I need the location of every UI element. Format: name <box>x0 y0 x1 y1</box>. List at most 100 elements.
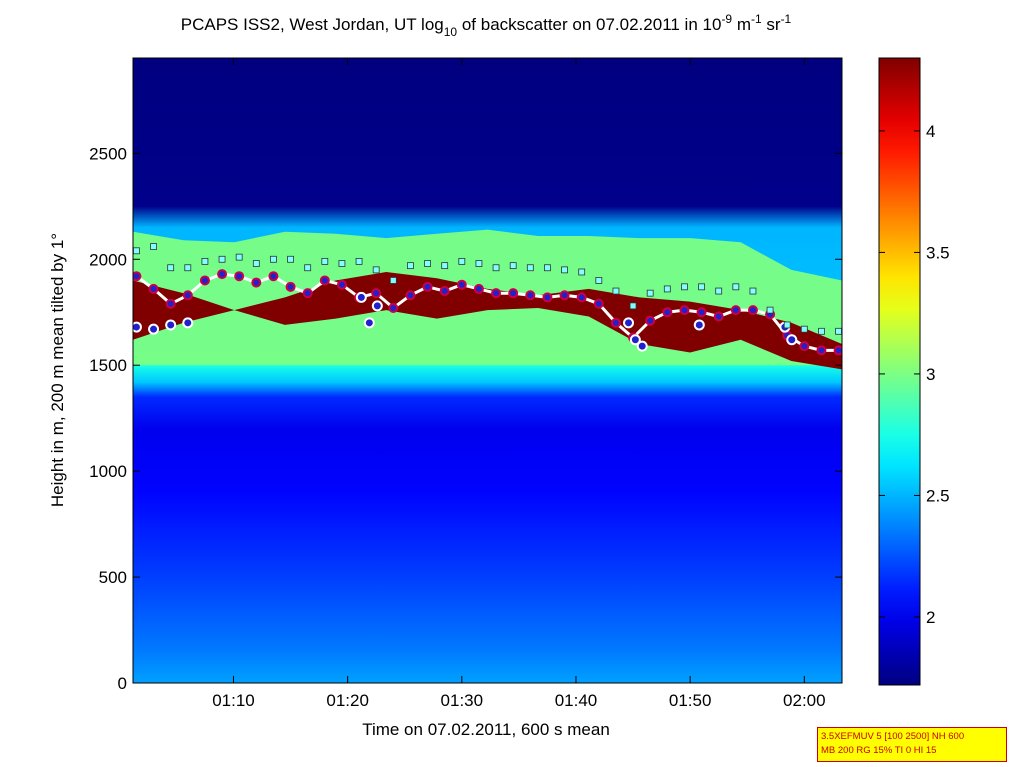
layer-height-point <box>576 292 587 303</box>
layer-height-point <box>319 275 330 286</box>
layer-height-point <box>251 277 262 288</box>
plot-area <box>133 58 842 683</box>
colorbar-axis: 2 2.5 3 3.5 4 <box>879 122 950 627</box>
colorbar-tick-label: 2.5 <box>926 486 950 505</box>
layer-top-marker <box>201 257 209 265</box>
layer-top-marker <box>749 287 757 295</box>
field-background <box>133 58 842 683</box>
lower-layer-point <box>693 319 705 331</box>
layer-top-marker <box>509 262 517 270</box>
layer-height-point <box>816 345 827 356</box>
series-layer <box>133 243 842 356</box>
x-tick-label: 01:10 <box>212 691 255 710</box>
lower-layer-point <box>165 319 177 331</box>
y-axis: 0 500 1000 1500 2000 2500 <box>89 144 842 693</box>
layer-height-point <box>217 269 228 280</box>
x-tick-label: 01:30 <box>441 691 484 710</box>
layer-top-marker <box>595 277 603 284</box>
layer-top-marker <box>252 260 260 267</box>
lower-layer-point <box>623 317 635 329</box>
layer-top-marker <box>526 264 534 272</box>
lower-layer-point <box>182 317 194 329</box>
layer-height-point <box>713 311 724 322</box>
plot-frame <box>132 57 843 684</box>
layer-height-point <box>371 288 382 299</box>
info-line-1: 3.5XEFMUV 5 [100 2500] NH 600 <box>821 731 965 742</box>
layer-height-point <box>165 298 176 309</box>
x-tick-label: 02:00 <box>783 691 826 710</box>
layer-height-point <box>133 271 142 282</box>
layer-height-point <box>199 275 210 286</box>
layer-height-point <box>473 283 484 294</box>
layer-height-point <box>148 283 159 294</box>
layer-height-point <box>525 290 536 301</box>
colorbar-tick-label: 3.5 <box>926 243 950 262</box>
layer-height-point <box>833 345 842 356</box>
layer-top-marker <box>338 260 346 267</box>
layer-height-point <box>456 279 467 290</box>
layer-top-marker <box>663 285 671 293</box>
layer-height-point <box>302 288 313 299</box>
layer-height-point <box>662 307 673 318</box>
layer-top-marker <box>698 283 705 291</box>
layer-top-marker <box>629 302 637 310</box>
layer-height-point <box>679 305 690 316</box>
layer-top-marker <box>355 257 363 265</box>
layer-top-marker <box>818 327 825 335</box>
layer-top-marker <box>646 289 654 297</box>
layer-top-marker <box>304 264 312 272</box>
layer-top-marker <box>270 255 277 263</box>
layer-top-marker <box>133 247 140 255</box>
y-tick-label: 0 <box>118 674 127 693</box>
layer-height-point <box>182 290 193 301</box>
y-tick-label: 2500 <box>89 144 127 163</box>
layer-height-point <box>610 317 621 328</box>
y-axis-label: Height in m, 200 m mean tilted by 1° <box>48 233 67 507</box>
lower-layer-point <box>629 334 641 346</box>
layer-top-marker <box>766 306 774 314</box>
layer-top-marker <box>458 257 466 265</box>
layer-top-marker <box>167 264 175 272</box>
layer-height-point <box>388 303 399 313</box>
layer-top-marker <box>321 257 329 265</box>
layer-top-marker <box>424 260 431 267</box>
backscatter-field <box>133 58 842 683</box>
x-axis: 01:10 01:20 01:30 01:40 01:50 02:00 <box>212 58 826 710</box>
layer-height-point <box>542 292 553 303</box>
layer-top-marker <box>715 287 723 295</box>
lower-layer-point <box>363 317 375 329</box>
layer-top-marker <box>407 262 414 270</box>
layer-top-marker <box>287 255 294 263</box>
lower-layer-point <box>148 323 160 335</box>
colorbar-tick-label: 2 <box>926 608 935 627</box>
x-axis-label: Time on 07.02.2011, 600 s mean <box>362 720 610 739</box>
info-line-2: MB 200 RG 15% TI 0 HI 15 <box>821 745 937 756</box>
layer-height-point <box>285 281 296 292</box>
layer-top-marker <box>235 253 243 261</box>
colorbar-tick-label: 3 <box>926 365 935 384</box>
layer-height-point <box>747 305 758 316</box>
lower-layer-point <box>371 300 383 312</box>
colorbar <box>878 57 921 686</box>
y-tick-label: 1500 <box>89 356 127 375</box>
layer-height-point <box>508 288 519 299</box>
layer-height-point <box>593 298 604 309</box>
layer-top-marker <box>681 283 688 291</box>
layer-height-point <box>730 305 741 316</box>
layer-top-marker <box>218 255 226 263</box>
x-tick-label: 01:20 <box>326 691 369 710</box>
layer-top-marker <box>492 264 500 272</box>
colorbar-tick-label: 4 <box>926 122 935 141</box>
layer-top-marker <box>783 321 791 329</box>
layer-top-marker <box>578 268 586 276</box>
settings-info-box: 3.5XEFMUV 5 [100 2500] NH 600 MB 200 RG … <box>817 727 1007 762</box>
layer-height-point <box>268 271 279 282</box>
y-tick-label: 1000 <box>89 462 127 481</box>
layer-top-marker <box>441 262 449 270</box>
layer-height-point <box>234 271 245 282</box>
layer-height-point <box>336 279 347 290</box>
layer-top-marker <box>389 277 397 284</box>
layer-height-point <box>439 286 450 297</box>
layer-top-marker <box>732 283 740 291</box>
